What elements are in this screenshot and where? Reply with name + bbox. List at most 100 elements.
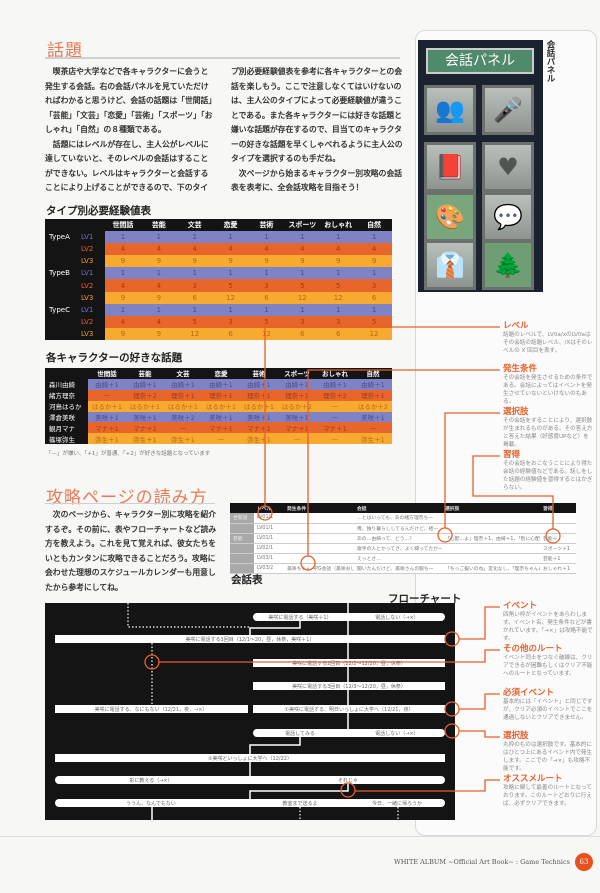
table-row: 篠塚弥生 弥生＋1 弥生＋1 弥生＋1— 弥生＋1— — 弥生＋1: [45, 433, 392, 445]
level-label: LV1: [77, 267, 105, 280]
table-cell: 1: [105, 231, 141, 244]
forest-icon: 🌲: [482, 240, 534, 290]
table-cell: 由綺＋1: [164, 378, 202, 390]
table-cell: 理奈＋2: [316, 389, 354, 401]
type-label: [45, 255, 77, 268]
type-label: [45, 243, 77, 256]
table-cell: えっとさ…: [354, 553, 442, 564]
table-cell: 美咲＋1: [88, 411, 126, 423]
table-cell: 9: [320, 255, 357, 268]
table-cell: 12: [356, 327, 392, 340]
column-header: 恋愛: [212, 219, 249, 232]
table-cell: スポーツ＋1: [540, 543, 576, 554]
table-cell: LV02/1: [254, 543, 284, 554]
table-cell: マナ＋1: [278, 422, 316, 434]
table-cell: 3: [284, 315, 321, 328]
callout-circle: [340, 782, 356, 798]
flow-label: 美咲に電話する1回目（12/1〜20，昼，休祭，美咲＋1）: [186, 636, 315, 643]
column-header: 習得: [540, 503, 576, 513]
table-cell: 4: [105, 279, 141, 292]
table-cell: 9: [356, 255, 392, 268]
paragraph: 話題にはレベルが存在し、主人公がレベルに達していないと、そのレベルの会話はするこ…: [45, 139, 209, 193]
annotation-text: その会話をおこなうことにより得た会話の経験値などである。話しをした話題の経験値を…: [503, 461, 593, 491]
table-cell: 6: [248, 291, 285, 304]
table-cell: マナ＋1: [240, 422, 278, 434]
table-cell: 12: [284, 291, 321, 304]
flow-node: [253, 613, 445, 621]
table-cell: 12: [176, 327, 213, 340]
table-cell: —: [316, 400, 354, 412]
table-cell: 1: [248, 303, 285, 316]
table-cell: 1: [212, 231, 249, 244]
flow-label: 電話してみる: [285, 730, 315, 737]
level-label: LV1: [77, 231, 105, 244]
flow-label: ①美咲に電話する、明日いっしょに大学へ（12/21，夜）: [285, 706, 414, 713]
column-header: 世間話: [88, 368, 126, 379]
column-header: 選択肢: [442, 503, 540, 513]
table-cell: 1: [212, 303, 249, 316]
table-cell: 5: [284, 279, 321, 292]
table-cell: 4: [320, 243, 357, 256]
table-cell: —: [316, 433, 354, 445]
type-label: [45, 291, 77, 304]
table-cell: 9: [105, 291, 141, 304]
table-cell: はるか＋2: [354, 400, 392, 412]
annotation-title: 習得: [503, 450, 521, 460]
table-cell: 由綺＋1: [278, 378, 316, 390]
callout-circle: [437, 527, 453, 543]
table-row: 緒方理奈 — 理奈＋2 理奈＋1 理奈＋1 理奈＋1 理奈＋1 理奈＋2 理奈＋1: [45, 389, 392, 401]
fav-table: 世間話 芸能 文芸 恋愛 芸術 スポーツ おしゃれ 自然 森川由綺 由綺＋1 由綺＋1 由綺＋1 由綺…: [45, 368, 392, 445]
table-cell: —: [202, 433, 240, 445]
exp-table-title: タイプ別必要経験値表: [46, 205, 151, 217]
dotted-routes: [127, 603, 399, 820]
table-cell: 1: [320, 267, 357, 280]
table-cell: 1: [176, 267, 213, 280]
table-cell: はるか＋1: [164, 400, 202, 412]
table-cell: [442, 513, 540, 524]
level-label: LV3: [77, 327, 105, 340]
table-cell: 由綺＋1: [240, 378, 278, 390]
table-cell: 3: [248, 279, 285, 292]
column-header: 世間話: [105, 219, 141, 232]
annotation-choice-node: 選択肢 丸枠のものは選択肢です。基本的にはひとつ上にあるイベント内で発生します。…: [503, 731, 593, 773]
intro-column-2: プ別必要経験値表を参考に各キャラクターとの会話を楽しもう。ここで注意しなくてはい…: [231, 65, 403, 196]
table-row: LV03/1 えっとさ… 芸能＋1: [230, 553, 576, 564]
table-cell: マナ＋1: [88, 422, 126, 434]
flow-required-event: [55, 754, 445, 762]
table-cell: [284, 543, 354, 554]
table-cell: 弥生＋1: [88, 433, 126, 445]
table-cell: あの…由綺って、どう…？: [354, 533, 442, 544]
table-cell: 12: [212, 291, 249, 304]
table-cell: 1: [320, 231, 357, 244]
table-cell: 「ちっこ擬いのね」変化なし、「理奈ちゃんに選んでもらえるんだったら…」理奈＋1: [442, 563, 540, 574]
table-cell: 3: [356, 279, 392, 292]
table-cell: 理奈＋1: [202, 389, 240, 401]
people-icon: 👥: [424, 85, 476, 135]
table-cell: [284, 533, 354, 544]
annotation-text: その会話をすることにより、選択肢が生まれるものがある。その答え方と答えた結果（好…: [503, 418, 593, 448]
callout-circle: [144, 654, 160, 670]
table-cell: 4: [105, 243, 141, 256]
annotation-choice: 選択肢 その会話をすることにより、選択肢が生まれるものがある。その答え方と答えた…: [503, 407, 593, 449]
type-label: [45, 315, 77, 328]
exp-table: 世間話 芸能 文芸 恋愛 芸術 スポーツ おしゃれ 自然 TypeA LV1 1 1 1 1 1 1 1 1 LV…: [45, 219, 392, 340]
flow-label: 今日、一緒に帰ろうか: [372, 800, 422, 807]
table-cell: 3: [320, 315, 357, 328]
table-cell: 6: [284, 327, 321, 340]
table-row: LV03/2美咲ちゃん→PG会話（美咲おしゃれLV01/1）通過聞いたんだけど、…: [230, 563, 576, 574]
paragraph: プ別必要経験値表を参考に各キャラクターとの会話を楽しもう。ここで注意しなくてはい…: [231, 67, 403, 163]
column-header: 発生条件: [284, 503, 354, 513]
callout-circle: [444, 701, 460, 717]
table-cell: 1: [284, 267, 321, 280]
flow-label: 電話しない（→×）: [375, 730, 418, 737]
table-cell: [230, 523, 254, 534]
flow-label: 美咲に電話する2回目（12/2〜12/20，昼，休祭）: [292, 660, 406, 667]
table-cell: 美咲＋1: [354, 411, 392, 423]
table-cell: —: [316, 411, 354, 423]
annotation-gain: 習得 その会話をおこなうことにより得た会話の経験値などである。話しをした話題の経…: [503, 450, 593, 492]
column-header: 会話: [354, 503, 442, 513]
level-label: LV2: [77, 279, 105, 292]
table-row: LV3 9 9 12 6 12 6 6 12: [45, 327, 392, 340]
table-cell: [540, 523, 576, 534]
annotation-required-event: 必須イベント 基本的には「イベント」と同じですが、クリア必須のイベントでここを通…: [503, 688, 593, 722]
